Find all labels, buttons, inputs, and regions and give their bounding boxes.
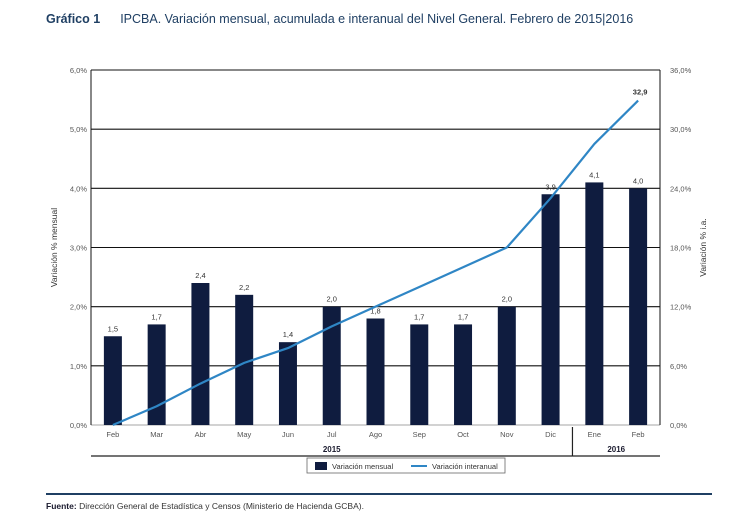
x-tick-label: Feb: [106, 430, 119, 439]
legend-label-line: Variación interanual: [432, 462, 498, 471]
chart-title: IPCBA. Variación mensual, acumulada e in…: [120, 12, 634, 26]
bar-data-label: 4,1: [589, 170, 599, 179]
legend-swatch-bar: [315, 462, 327, 470]
y-right-tick-label: 24,0%: [670, 184, 692, 193]
bar: [454, 324, 473, 425]
bar: [191, 283, 210, 425]
bar-data-label: 4,0: [633, 176, 643, 185]
bar-data-label: 2,0: [327, 295, 337, 304]
bar: [103, 336, 122, 425]
bar: [497, 306, 516, 425]
y-left-tick-label: 1,0%: [70, 362, 87, 371]
y-right-axis-title: Variación % i.a.: [698, 218, 708, 276]
legend-box: [306, 457, 506, 474]
bar-data-label: 1,7: [414, 312, 424, 321]
y-left-tick-label: 4,0%: [70, 184, 87, 193]
x-tick-label: Jun: [282, 430, 294, 439]
x-tick-label: Nov: [500, 430, 514, 439]
x-tick-label: Jul: [327, 430, 337, 439]
x-tick-label: Mar: [150, 430, 163, 439]
bar: [147, 324, 166, 425]
bar: [366, 318, 385, 425]
source-label: Fuente:: [46, 501, 77, 511]
y-right-tick-label: 36,0%: [670, 66, 692, 75]
bar: [629, 188, 648, 425]
bar-data-label: 3,9: [545, 182, 555, 191]
bar: [278, 342, 297, 425]
bar-data-label: 2,0: [502, 295, 512, 304]
y-right-tick-label: 30,0%: [670, 125, 692, 134]
bar: [322, 306, 341, 425]
y-right-tick-label: 0,0%: [670, 421, 687, 430]
year-group-label: 2015: [323, 445, 341, 454]
y-left-tick-label: 0,0%: [70, 421, 87, 430]
y-right-tick-label: 12,0%: [670, 303, 692, 312]
bar-data-label: 1,8: [370, 307, 380, 316]
bar: [410, 324, 429, 425]
bar: [235, 294, 254, 425]
chart: 0,0% 0,0% 1,0% 6,0% 2,0% 12,0% 3,0% 18,0% 4,0% 24…: [49, 66, 708, 474]
y-right-tick-label: 6,0%: [670, 362, 687, 371]
x-tick-label: Abr: [195, 430, 207, 439]
x-tick-label: Ene: [588, 430, 601, 439]
y-left-tick-label: 5,0%: [70, 125, 87, 134]
bar-data-label: 2,2: [239, 283, 249, 292]
bar-data-label: 1,7: [458, 312, 468, 321]
legend-label-bar: Variación mensual: [332, 462, 393, 471]
x-tick-label: Dic: [545, 430, 556, 439]
source-text: Dirección General de Estadística y Censo…: [79, 501, 364, 511]
y-left-tick-label: 6,0%: [70, 66, 87, 75]
bar-data-label: 2,4: [195, 271, 205, 280]
y-right-tick-label: 18,0%: [670, 244, 692, 253]
bar-data-label: 1,4: [283, 330, 293, 339]
chart-title-row: Gráfico 1 IPCBA. Variación mensual, acumu…: [46, 12, 633, 26]
bar: [541, 194, 560, 425]
x-tick-label: May: [237, 430, 251, 439]
source-note: Fuente: Dirección General de Estadística…: [46, 501, 364, 511]
y-left-axis-title: Variación % mensual: [49, 208, 59, 287]
x-tick-label: Oct: [457, 430, 470, 439]
bar: [585, 182, 604, 425]
bar-data-label: 1,7: [151, 312, 161, 321]
footer-divider: [46, 493, 712, 495]
x-tick-label: Sep: [413, 430, 426, 439]
x-tick-label: Ago: [369, 430, 382, 439]
figure-number: Gráfico 1: [46, 12, 101, 26]
y-left-tick-label: 2,0%: [70, 303, 87, 312]
x-tick-label: Feb: [632, 430, 645, 439]
year-group-label: 2016: [607, 445, 625, 454]
y-left-tick-label: 3,0%: [70, 244, 87, 253]
interannual-line: [112, 99, 639, 427]
line-end-data-label: 32,9: [633, 88, 648, 97]
bar-data-label: 1,5: [108, 324, 118, 333]
